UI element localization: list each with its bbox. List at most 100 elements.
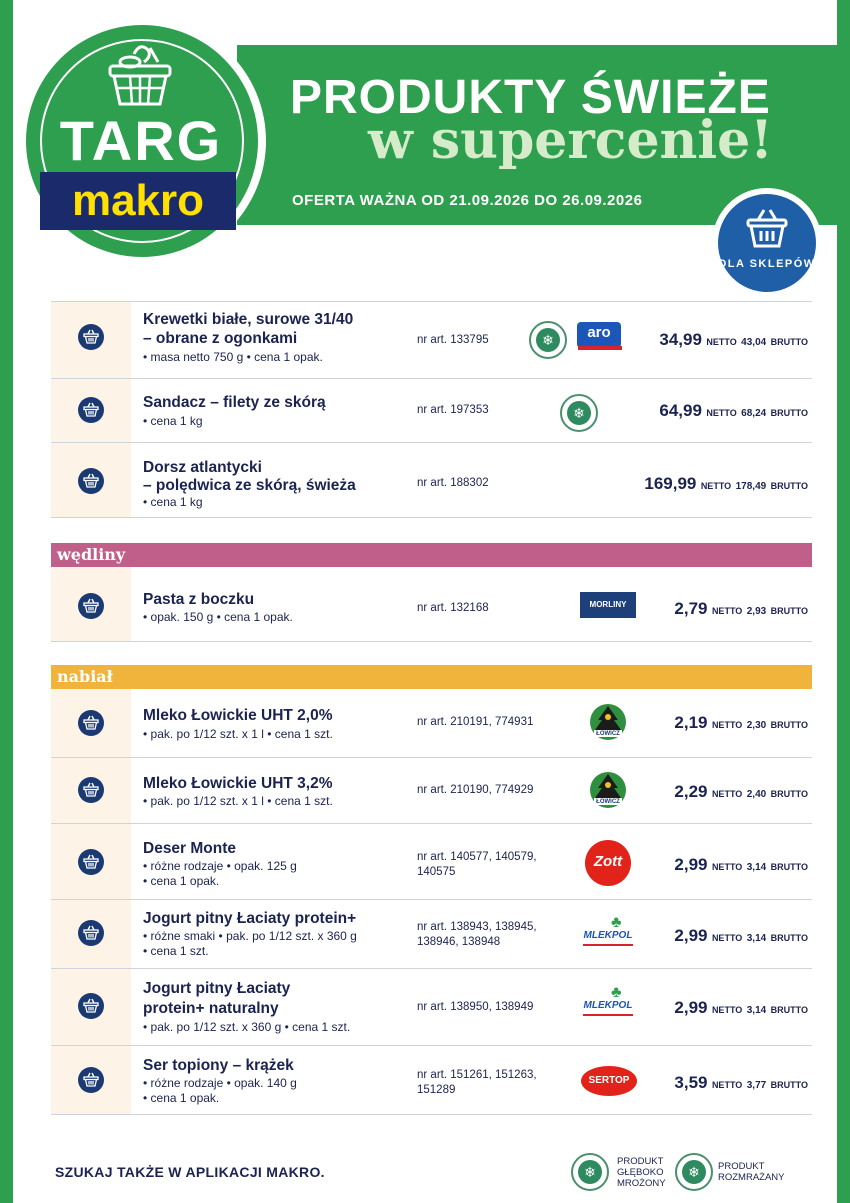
snowflake-icon: ❄: [567, 401, 591, 425]
logo-targ-text: TARG: [59, 109, 223, 172]
row-divider: [51, 301, 812, 302]
row-divider: [51, 823, 812, 824]
snowflake-icon: ❄: [536, 328, 560, 352]
product-detail-line2: • cena 1 szt.: [143, 944, 209, 958]
brutto-label: BRUTTO: [770, 408, 808, 418]
add-to-basket-button[interactable]: [78, 468, 104, 494]
basket-icon: [83, 925, 99, 940]
add-to-basket-button[interactable]: [78, 993, 104, 1019]
row-divider: [51, 378, 812, 379]
product-price: 2,79 NETTO 2,93 BRUTTO: [674, 599, 808, 619]
basket-icon: [83, 715, 99, 730]
product-name: Deser Monte: [143, 840, 237, 857]
product-detail: • masa netto 750 g • cena 1 opak.: [143, 350, 323, 364]
article-number: nr art. 210191, 774931: [417, 716, 534, 728]
basket-icon: [83, 473, 99, 488]
product-name: Mleko Łowickie UHT 3,2%: [143, 775, 333, 792]
logo-makro-box: [40, 172, 236, 230]
product-price: 34,99 NETTO 43,04 BRUTTO: [659, 330, 808, 350]
price-brutto: 3,14: [746, 933, 767, 944]
netto-label: NETTO: [711, 933, 743, 943]
price-netto: 2,29: [674, 782, 708, 801]
product-side-panel: [51, 689, 131, 1115]
brutto-label: BRUTTO: [770, 933, 808, 943]
add-to-basket-button[interactable]: [78, 710, 104, 736]
add-to-basket-button[interactable]: [78, 920, 104, 946]
product-detail: • pak. po 1/12 szt. x 1 l • cena 1 szt.: [143, 794, 333, 808]
add-to-basket-button[interactable]: [78, 593, 104, 619]
article-number: nr art. 138943, 138945,: [417, 921, 537, 933]
product-detail: • pak. po 1/12 szt. x 360 g • cena 1 szt…: [143, 1020, 351, 1034]
legend-frozen-line1: PRODUKT: [617, 1156, 664, 1167]
brutto-label: BRUTTO: [770, 789, 808, 799]
price-brutto: 178,49: [735, 481, 767, 492]
basket-icon: [83, 598, 99, 613]
category-header-nabial: nabiał: [51, 665, 812, 689]
brutto-label: BRUTTO: [770, 606, 808, 616]
sertop-brand-logo: SERTOP: [581, 1066, 637, 1096]
netto-label: NETTO: [706, 408, 737, 418]
add-to-basket-button[interactable]: [78, 324, 104, 350]
price-brutto: 2,93: [746, 606, 767, 617]
product-name-line2: – obrane z ogonkami: [143, 330, 298, 347]
price-brutto: 2,30: [746, 720, 767, 731]
product-detail: • różne smaki • pak. po 1/12 szt. x 360 …: [143, 929, 357, 943]
row-divider: [51, 1045, 812, 1046]
price-netto: 2,99: [674, 926, 708, 945]
brutto-label: BRUTTO: [770, 1080, 808, 1090]
add-to-basket-button[interactable]: [78, 777, 104, 803]
zott-brand-logo: Zott: [585, 840, 631, 886]
for-shops-badge-inner: [718, 194, 816, 292]
page-subtitle: w supercenie!: [368, 110, 774, 171]
product-name-line2: protein+ naturalny: [143, 1000, 279, 1017]
netto-label: NETTO: [711, 862, 743, 872]
product-price: 64,99 NETTO 68,24 BRUTTO: [659, 401, 808, 421]
frozen-product-seal: ❄: [571, 1153, 609, 1191]
thawed-product-seal: ❄: [675, 1153, 713, 1191]
product-price: 2,29 NETTO 2,40 BRUTTO: [674, 782, 808, 802]
add-to-basket-button[interactable]: [78, 397, 104, 423]
article-number: nr art. 151261, 151263,: [417, 1069, 537, 1081]
legend-frozen-line2: GŁĘBOKO: [617, 1167, 664, 1178]
row-divider: [51, 899, 812, 900]
netto-label: NETTO: [711, 1080, 743, 1090]
row-divider: [51, 1114, 812, 1115]
legend-frozen-line3: MROŻONY: [617, 1178, 666, 1189]
morliny-brand-logo: MORLINY: [580, 592, 636, 618]
app-promo-text: SZUKAJ TAKŻE W APLIKACJI MAKRO.: [55, 1164, 325, 1180]
product-detail: • cena 1 kg: [143, 414, 203, 428]
row-divider: [51, 757, 812, 758]
row-divider: [51, 968, 812, 969]
article-number-line2: 140575: [417, 866, 456, 878]
article-number: nr art. 138950, 138949: [417, 1001, 534, 1013]
price-netto: 3,59: [674, 1073, 708, 1092]
product-name: Krewetki białe, surowe 31/40: [143, 311, 354, 328]
row-divider: [51, 442, 812, 443]
add-to-basket-button[interactable]: [78, 849, 104, 875]
brutto-label: BRUTTO: [770, 720, 808, 730]
thawed-product-seal: ❄: [560, 394, 598, 432]
legend-thawed-line2: ROZMRAŻANY: [718, 1172, 785, 1183]
netto-label: NETTO: [711, 789, 743, 799]
article-number-line2: 151289: [417, 1084, 456, 1096]
price-brutto: 3,14: [746, 862, 767, 873]
netto-label: NETTO: [711, 720, 743, 730]
brutto-label: BRUTTO: [770, 481, 808, 491]
netto-label: NETTO: [700, 481, 732, 491]
shop-basket-icon: [746, 209, 788, 248]
lowicz-brand-text: ŁOWICZ: [596, 731, 620, 737]
logo-makro-text: makro: [71, 176, 205, 225]
clover-icon: ♣: [611, 984, 622, 1001]
for-shops-badge-text: DLA SKLEPÓW: [718, 258, 816, 270]
article-number-line2: 138946, 138948: [417, 936, 501, 948]
price-brutto: 3,77: [746, 1080, 767, 1091]
product-name: Jogurt pitny Łaciaty: [143, 980, 291, 997]
mlekpol-brand-underline: [583, 1014, 633, 1016]
netto-label: NETTO: [706, 337, 737, 347]
price-brutto: 43,04: [741, 337, 767, 348]
add-to-basket-button[interactable]: [78, 1067, 104, 1093]
price-netto: 169,99: [644, 474, 697, 493]
mlekpol-brand-text: MLEKPOL: [583, 930, 633, 941]
article-number: nr art. 133795: [417, 334, 489, 346]
basket-icon: [83, 998, 99, 1013]
